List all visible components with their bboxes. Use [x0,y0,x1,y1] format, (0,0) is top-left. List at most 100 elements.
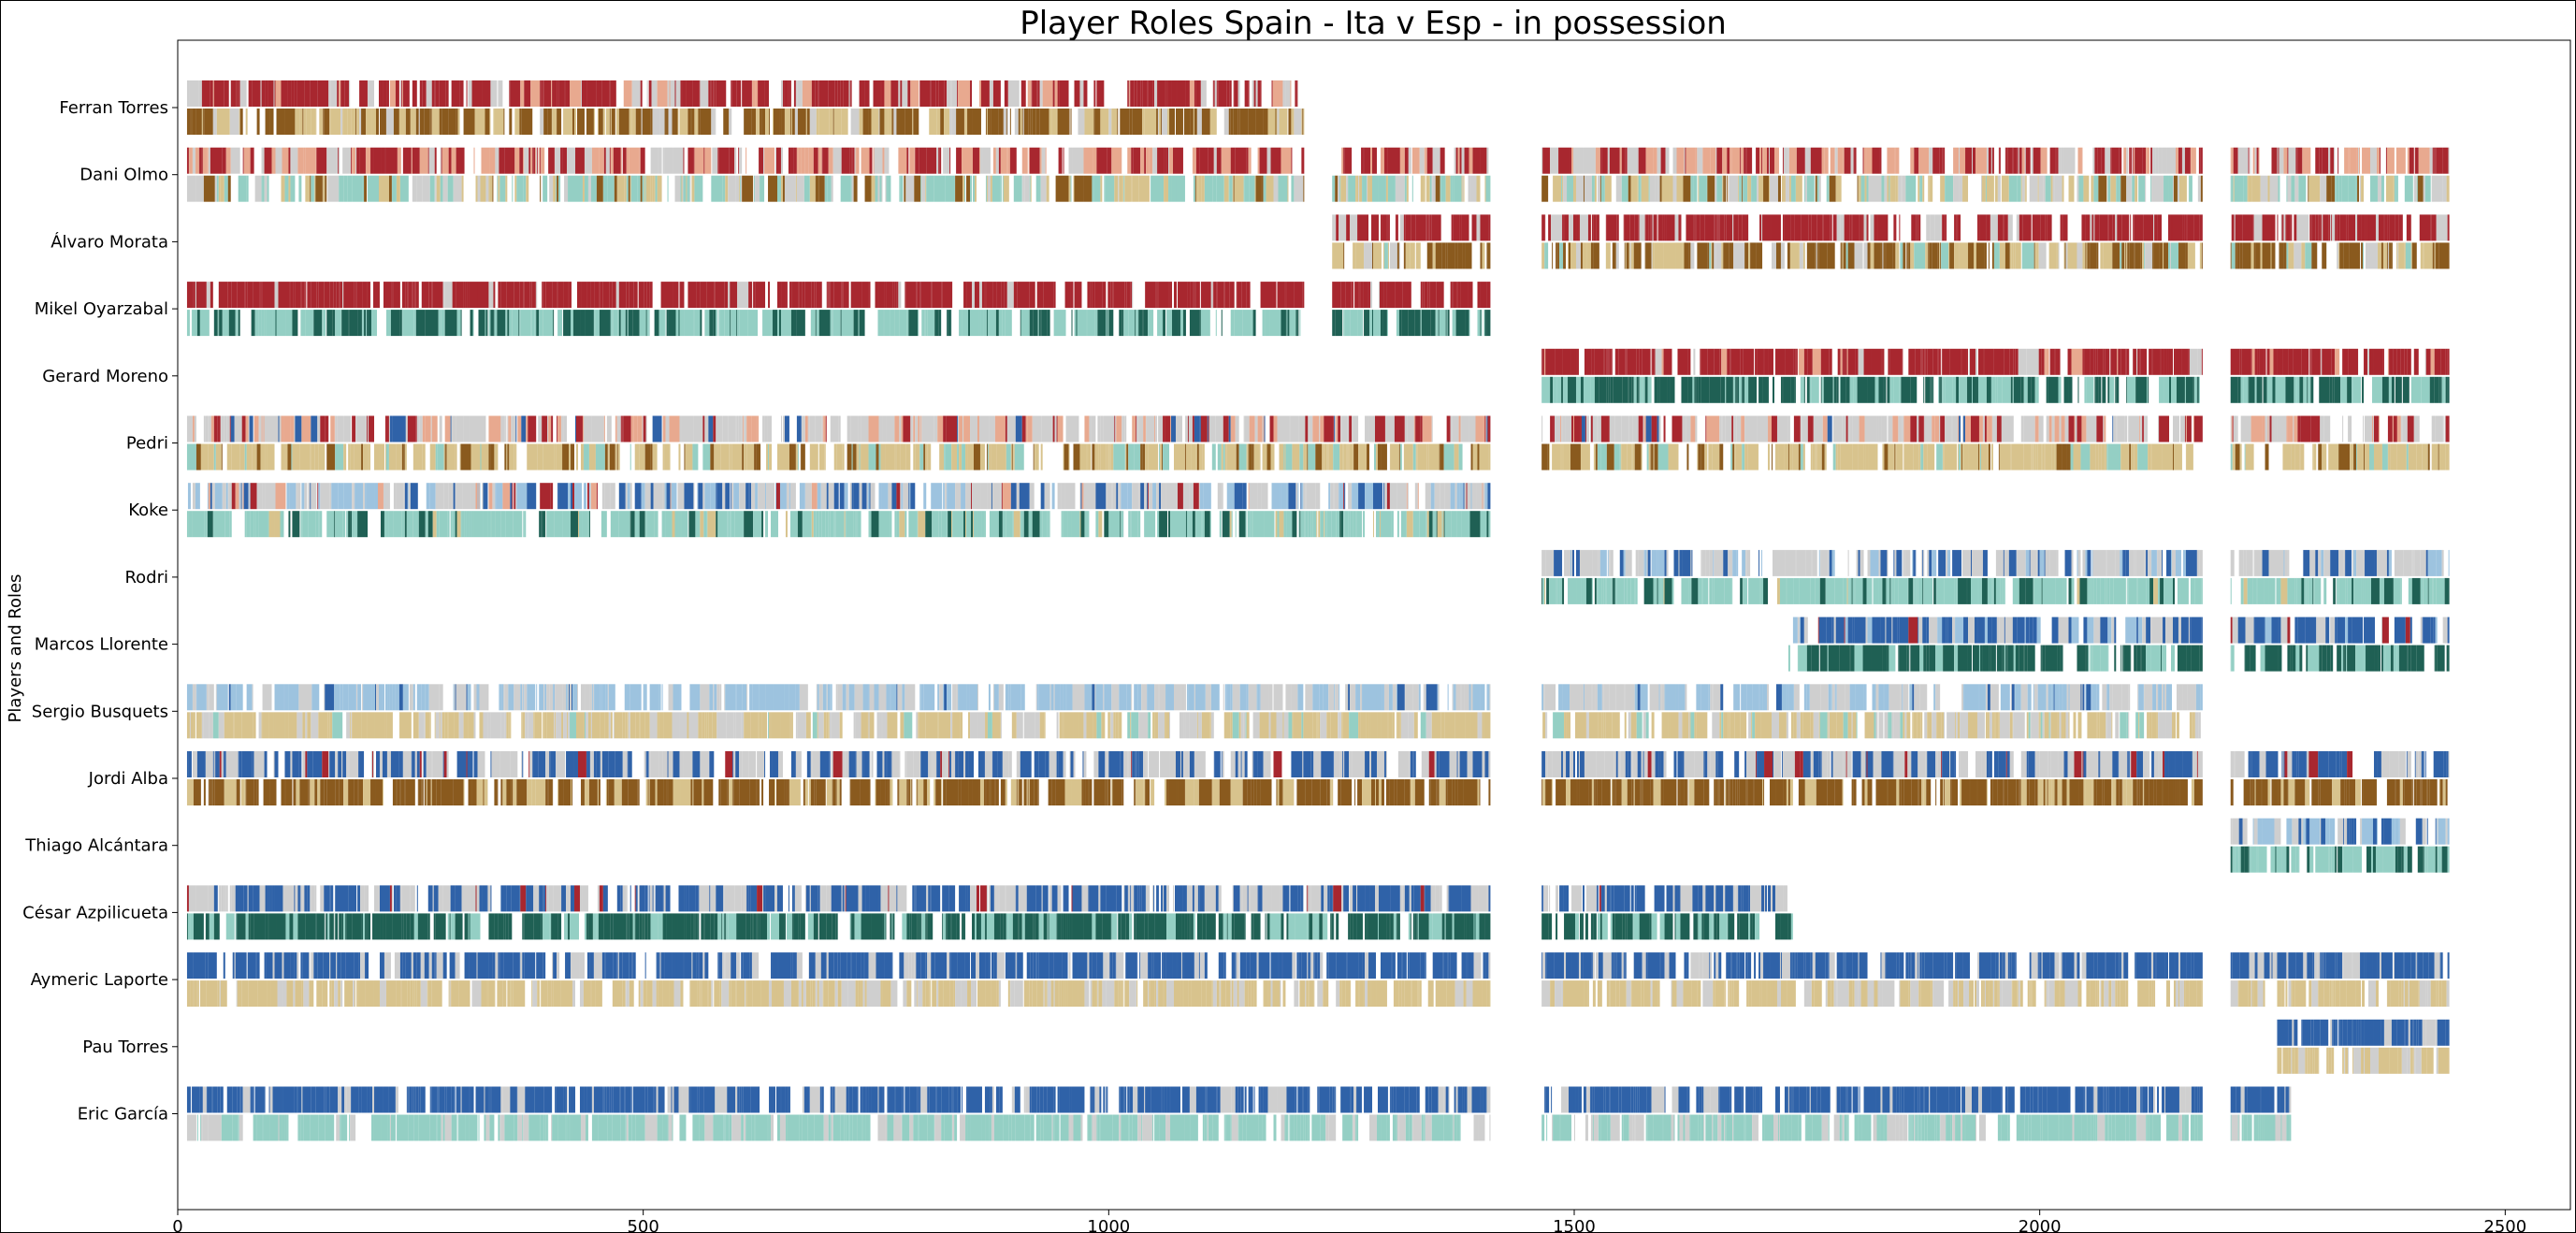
role-bar-top [1704,214,1715,241]
role-bar-bottom [1012,443,1014,471]
role-bar-bottom [2266,376,2272,403]
role-bar-top [1638,214,1640,241]
role-bar-top [1949,348,1961,375]
role-bar-bottom [739,175,741,202]
role-bar-bottom [1810,577,1816,604]
role-bar-bottom [1037,310,1039,337]
role-bar-bottom [824,175,828,202]
role-bar-bottom [356,109,360,135]
role-bar-top [1446,415,1451,442]
role-bar-top [2432,147,2434,174]
role-bar-bottom [1626,242,1629,269]
role-bar-top [2254,348,2258,375]
role-bar-bottom [1544,577,1546,604]
role-bar-bottom [1906,242,1908,269]
role-bar-top [495,483,497,510]
role-bar-top [1879,549,1881,576]
role-bar-top [594,282,600,309]
role-bar-top [603,147,606,174]
role-bar-bottom [594,310,596,337]
role-bar-bottom [1994,175,1998,202]
role-bar-bottom [326,443,336,471]
role-bar-top [1979,214,1987,241]
role-bar-top [996,282,1002,309]
role-bar-bottom [912,109,914,135]
role-bar-bottom [735,175,740,202]
role-bar-bottom [274,511,281,538]
role-bar-bottom [1739,175,1742,202]
role-bar-bottom [2291,443,2295,471]
role-bar-top [881,483,889,510]
role-bar-bottom [1191,443,1196,471]
role-bar-top [1715,214,1717,241]
role-bar-top [1843,147,1845,174]
role-bar-bottom [576,109,585,135]
role-bar-bottom [2234,175,2244,202]
role-bar-top [2303,549,2310,576]
role-bar-bottom [1230,109,1234,135]
role-bar-bottom [607,443,609,471]
role-bar-top [978,282,982,309]
role-bar-bottom [1470,175,1477,202]
role-bar-bottom [2008,175,2018,202]
role-bar-top [393,483,397,510]
role-bar-top [596,483,598,510]
role-bar-top [2239,348,2242,375]
role-bar-bottom [2021,175,2025,202]
role-bar-bottom [1883,376,1885,403]
role-bar-bottom [380,511,384,538]
role-bar-bottom [2150,443,2152,471]
role-bar-bottom [680,310,685,337]
role-bar-top [1592,415,1598,442]
role-bar-top [649,282,653,309]
role-bar-bottom [987,310,990,337]
role-bar-bottom [569,443,571,471]
role-bar-top [1061,483,1065,510]
role-bar-top [2386,147,2395,174]
role-bar-bottom [483,511,488,538]
role-bar-top [264,147,272,174]
role-bar-bottom [1440,175,1441,202]
role-bar-bottom [2231,242,2236,269]
role-bar-top [715,282,725,309]
role-bar-top [1785,348,1794,375]
role-bar-top [1879,147,1882,174]
role-bar-bottom [1586,242,1591,269]
role-bar-top [1844,214,1850,241]
role-bar-top [400,80,402,107]
role-bar-bottom [1948,242,1950,269]
role-bar-top [1130,282,1133,309]
role-bar-bottom [1780,242,1785,269]
role-bar-bottom [2322,242,2327,269]
role-bar-top [1645,415,1652,442]
role-bar-bottom [1712,242,1715,269]
role-bar-top [1609,415,1615,442]
role-bar-bottom [1062,511,1064,538]
role-bar-top [408,282,412,309]
role-bar-top [645,415,647,442]
role-bar-bottom [1276,109,1278,135]
role-bar-bottom [604,443,608,471]
role-bar-bottom [1111,109,1118,135]
role-bar-bottom [1221,310,1223,337]
role-bar-top [1476,483,1482,510]
role-bar-bottom [1711,242,1713,269]
role-bar-top [1875,214,1878,241]
role-bar-bottom [728,511,731,538]
role-bar-top [1548,214,1552,241]
role-bar-top [1574,348,1577,375]
role-bar-top [653,483,663,510]
role-bar-bottom [1332,175,1336,202]
role-bar-top [456,415,464,442]
role-bar-top [2046,415,2049,442]
role-bar-bottom [2248,376,2250,403]
role-bar-top [1360,282,1364,309]
role-bar-bottom [945,443,952,471]
role-bar-bottom [871,511,876,538]
role-bar-bottom [1324,443,1327,471]
role-bar-bottom [1380,511,1382,538]
role-bar-bottom [768,175,777,202]
role-bar-bottom [730,511,731,538]
role-bar-bottom [1901,376,1911,403]
role-bar-bottom [780,175,783,202]
